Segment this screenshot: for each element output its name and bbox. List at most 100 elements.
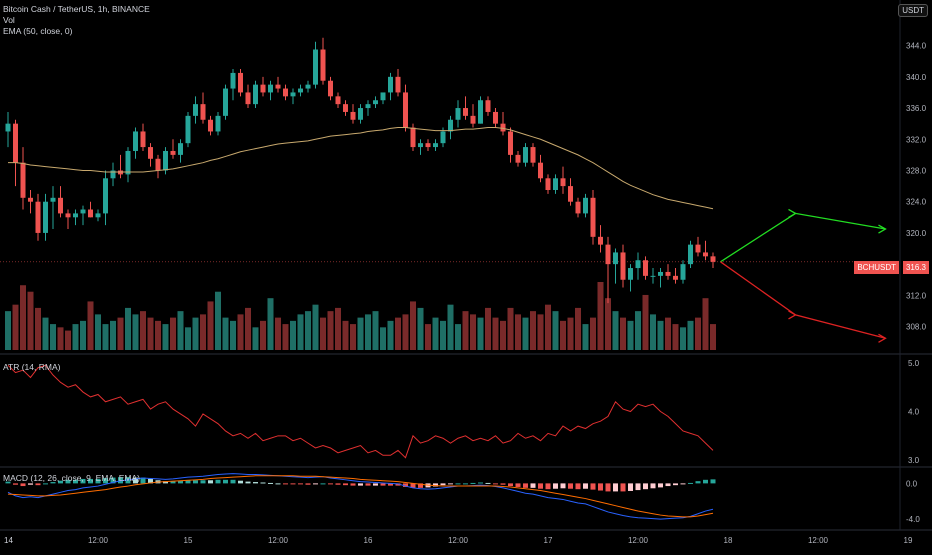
volume-bar bbox=[395, 317, 401, 350]
candle bbox=[35, 201, 41, 233]
macd-histogram-bar bbox=[88, 478, 93, 484]
price-tick-label: 308.0 bbox=[906, 323, 927, 332]
macd-histogram-bar bbox=[553, 483, 558, 489]
volume-bar bbox=[252, 327, 259, 350]
candle bbox=[433, 143, 438, 148]
candle bbox=[373, 100, 378, 105]
signal-line bbox=[7, 475, 714, 518]
chart-title: Bitcoin Cash / TetherUS, 1h, BINANCE bbox=[3, 4, 150, 14]
macd-histogram-bar bbox=[560, 483, 566, 489]
volume-bar bbox=[207, 301, 214, 350]
candle bbox=[440, 131, 446, 144]
candle bbox=[538, 162, 543, 179]
last-price-tag: 316.3 bbox=[902, 261, 929, 274]
currency-badge[interactable]: USDT bbox=[898, 4, 928, 17]
macd-histogram-bar bbox=[140, 477, 146, 484]
candle bbox=[328, 80, 333, 97]
volume-bar bbox=[342, 320, 349, 350]
candle bbox=[283, 88, 288, 97]
ema-label: EMA (50, close, 0) bbox=[3, 26, 73, 36]
macd-histogram-bar bbox=[545, 483, 551, 490]
price-tick-label: 328.0 bbox=[906, 166, 927, 175]
macd-histogram-bar bbox=[50, 482, 56, 484]
macd-histogram-bar bbox=[335, 483, 341, 485]
macd-histogram-bar bbox=[650, 483, 656, 489]
candle bbox=[305, 84, 311, 89]
volume-bar bbox=[665, 317, 671, 350]
volume-bar bbox=[545, 304, 551, 350]
candle bbox=[500, 123, 506, 132]
candle bbox=[478, 100, 483, 124]
macd-histogram-bar bbox=[253, 482, 258, 484]
volume-bar bbox=[522, 317, 529, 350]
macd-histogram-bar bbox=[358, 483, 363, 486]
macd-histogram-bar bbox=[275, 483, 281, 485]
macd-line bbox=[7, 473, 714, 520]
time-tick-label: 17 bbox=[544, 536, 553, 545]
candle bbox=[88, 209, 93, 218]
volume-bar bbox=[650, 314, 656, 350]
macd-histogram-bar bbox=[65, 479, 71, 484]
volume-bar bbox=[192, 317, 199, 350]
volume-bar bbox=[357, 317, 364, 350]
volume-bar bbox=[282, 324, 289, 350]
candle bbox=[133, 131, 138, 151]
volume-bar bbox=[642, 294, 649, 350]
macd-histogram-bar bbox=[43, 483, 48, 485]
volume-bar bbox=[432, 317, 439, 350]
macd-histogram-bar bbox=[463, 483, 468, 485]
volume-bar bbox=[57, 327, 64, 350]
candle bbox=[380, 92, 386, 101]
macd-histogram-bar bbox=[260, 482, 266, 484]
macd-histogram-bar bbox=[230, 479, 236, 484]
candle bbox=[110, 170, 116, 179]
macd-histogram-bar bbox=[80, 478, 86, 484]
volume-bar bbox=[372, 311, 379, 350]
price-tick-label: 320.0 bbox=[906, 229, 927, 238]
candle bbox=[470, 115, 476, 124]
macd-histogram-bar bbox=[215, 479, 221, 484]
atr-line bbox=[7, 364, 714, 459]
candle bbox=[605, 244, 611, 265]
macd-histogram-bar bbox=[103, 478, 108, 484]
volume-bar bbox=[215, 291, 221, 350]
volume-bar bbox=[200, 314, 206, 350]
macd-histogram-bar bbox=[455, 483, 461, 485]
volume-bar bbox=[170, 317, 176, 350]
candle bbox=[155, 158, 161, 171]
macd-histogram-bar bbox=[245, 481, 251, 484]
volume-bar bbox=[305, 311, 311, 350]
macd-histogram-bar bbox=[688, 482, 693, 484]
volume-bar bbox=[365, 314, 371, 350]
symbol-tag: BCHUSDT bbox=[854, 261, 899, 274]
macd-histogram-bar bbox=[313, 483, 318, 485]
macd-tick-label: -4.0 bbox=[906, 515, 920, 524]
macd-histogram-bar bbox=[163, 481, 168, 484]
candle bbox=[485, 100, 491, 112]
volume-bar bbox=[425, 324, 431, 350]
volume-bar bbox=[5, 311, 11, 350]
candle bbox=[418, 143, 423, 148]
macd-histogram-bar bbox=[680, 483, 686, 485]
candle bbox=[268, 84, 273, 93]
volume-bar bbox=[455, 324, 461, 350]
candle bbox=[275, 84, 281, 89]
volume-label: Vol bbox=[3, 15, 15, 25]
volume-bar bbox=[710, 324, 716, 350]
macd-histogram-bar bbox=[5, 481, 11, 484]
price-tick-label: 324.0 bbox=[906, 198, 927, 207]
volume-bar bbox=[492, 317, 499, 350]
candle bbox=[230, 72, 236, 89]
macd-histogram-bar bbox=[388, 483, 393, 486]
macd-histogram-bar bbox=[328, 483, 333, 485]
volume-bar bbox=[275, 317, 281, 350]
macd-histogram-bar bbox=[523, 483, 528, 488]
price-tick-label: 332.0 bbox=[906, 135, 927, 144]
candle bbox=[553, 178, 558, 190]
volume-bar bbox=[612, 311, 619, 350]
volume-bar bbox=[260, 320, 266, 350]
candle bbox=[170, 150, 176, 155]
candle bbox=[178, 143, 183, 155]
price-tick-label: 312.0 bbox=[906, 291, 927, 300]
